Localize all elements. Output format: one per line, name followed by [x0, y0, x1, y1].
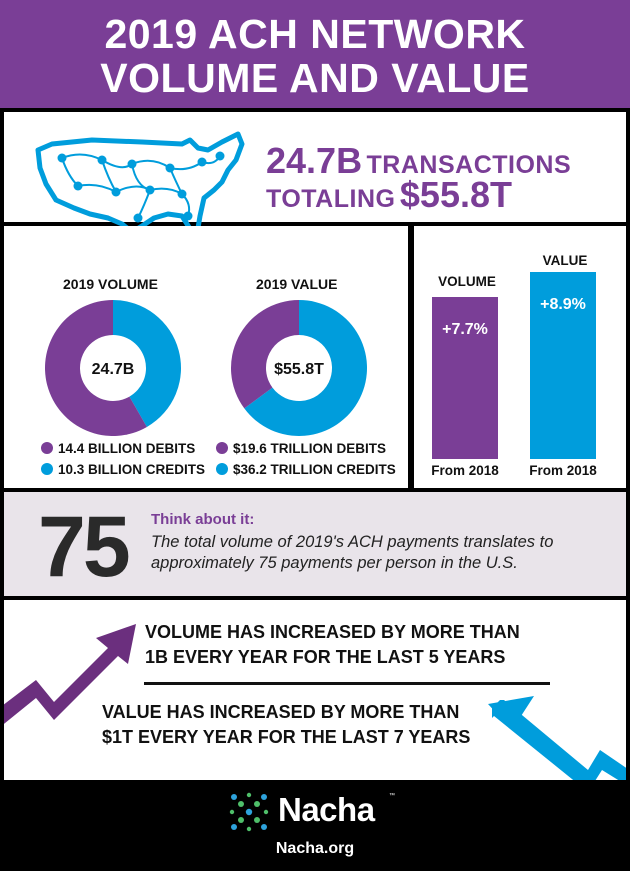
donut-slice-credits — [244, 300, 367, 436]
legend-label: 14.4 BILLION DEBITS — [58, 441, 196, 456]
trend-arrows — [4, 624, 626, 780]
value-trend-line-2: $1T EVERY YEAR FOR THE LAST 7 YEARS — [102, 727, 471, 747]
growth-bar-panel: VOLUME VALUE +7.7% +8.9% From 2018 From … — [414, 226, 626, 488]
value-donut-title: 2019 VALUE — [256, 276, 338, 292]
donut-slice-debits — [45, 300, 147, 436]
value-growth-label: +8.9% — [540, 296, 586, 313]
donut-slice-debits — [231, 300, 299, 409]
divider — [144, 682, 550, 685]
totaling-label: TOTALING — [266, 185, 396, 213]
nacha-wordmark: Nacha — [278, 791, 375, 828]
value-legend-credits: $36.2 TRILLION CREDITS — [216, 462, 396, 477]
volume-bar-title: VOLUME — [438, 274, 496, 289]
purple-dot-icon — [41, 442, 53, 454]
legend-label: $19.6 TRILLION DEBITS — [233, 441, 387, 456]
legend-label: 10.3 BILLION CREDITS — [58, 462, 206, 477]
transactions-label: TRANSACTIONS — [366, 151, 572, 179]
header-banner: 2019 ACH NETWORK VOLUME AND VALUE — [0, 0, 630, 112]
value-growth-bar — [530, 272, 596, 459]
donut-panel: 2019 VOLUME 2019 VALUE 24.7B $55.8T 14.4… — [4, 226, 408, 488]
totaling-line: TOTALING $55.8T — [266, 174, 512, 216]
summary-panel: 24.7B TRANSACTIONS TOTALING $55.8T — [4, 112, 626, 235]
volume-growth-bar — [432, 297, 498, 459]
footer: Nacha ™ Nacha.org — [0, 780, 630, 871]
value-trend-text: VALUE HAS INCREASED BY MORE THAN $1T EVE… — [102, 700, 470, 750]
value-trend-line-1: VALUE HAS INCREASED BY MORE THAN — [102, 702, 460, 722]
think-heading: Think about it: — [151, 511, 255, 528]
title-line-1: 2019 ACH NETWORK — [104, 11, 526, 57]
volume-trend-line-1: VOLUME HAS INCREASED BY MORE THAN — [145, 622, 520, 642]
donut-center-label: 24.7B — [92, 361, 135, 378]
value-legend-debits: $19.6 TRILLION DEBITS — [216, 441, 386, 456]
volume-trend-line-2: 1B EVERY YEAR FOR THE LAST 5 YEARS — [145, 647, 506, 667]
volume-growth-label: +7.7% — [442, 321, 488, 339]
legend-label: $36.2 TRILLION CREDITS — [233, 462, 396, 477]
transactions-line: 24.7B TRANSACTIONS — [266, 140, 571, 182]
volume-legend-debits: 14.4 BILLION DEBITS — [41, 441, 195, 456]
title-line-2: VOLUME AND VALUE — [100, 55, 530, 101]
us-network-map-icon — [35, 131, 245, 235]
purple-dot-icon — [216, 442, 228, 454]
purple-up-arrow-icon — [4, 624, 136, 724]
value-bar-footer: From 2018 — [529, 463, 597, 478]
trends-panel: VOLUME HAS INCREASED BY MORE THAN 1B EVE… — [4, 600, 626, 780]
volume-donut-title: 2019 VOLUME — [63, 276, 158, 292]
blue-arrow-head-icon — [488, 696, 534, 730]
payments-per-person-number: 75 — [38, 499, 131, 595]
transactions-value: 24.7B — [266, 140, 363, 181]
website-link[interactable]: Nacha.org — [275, 840, 355, 857]
donut-center-label: $55.8T — [274, 361, 324, 378]
donut-slice-credits — [113, 300, 181, 427]
volume-donut-chart: 24.7B — [45, 300, 181, 436]
volume-bar-footer: From 2018 — [431, 463, 499, 478]
blue-dot-icon — [41, 463, 53, 475]
volume-legend-credits: 10.3 BILLION CREDITS — [41, 462, 205, 477]
volume-trend-text: VOLUME HAS INCREASED BY MORE THAN 1B EVE… — [145, 620, 520, 670]
blue-down-arrow-icon — [492, 700, 626, 780]
value-bar-title: VALUE — [542, 253, 588, 268]
nacha-logo-icon — [229, 792, 269, 832]
value-donut-chart: $55.8T — [231, 300, 367, 436]
think-body: The total volume of 2019's ACH payments … — [151, 533, 554, 572]
think-about-it-panel: 75 Think about it: The total volume of 2… — [4, 492, 626, 596]
trademark-mark: ™ — [389, 793, 395, 799]
total-value: $55.8T — [399, 174, 512, 215]
blue-dot-icon — [216, 463, 228, 475]
